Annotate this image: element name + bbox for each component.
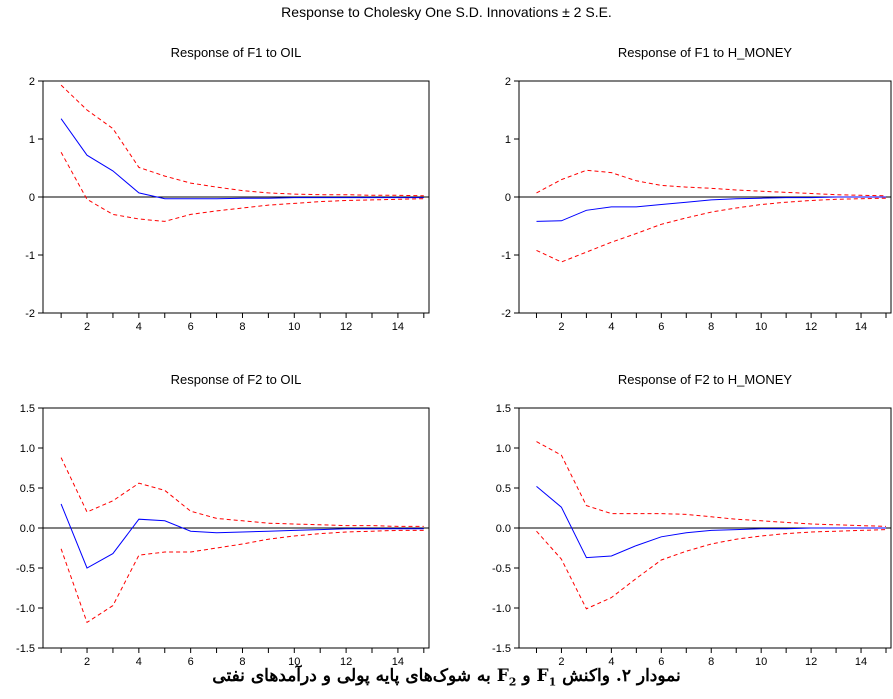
upper-band-line xyxy=(536,441,887,527)
y-tick-label: 0.5 xyxy=(496,483,511,495)
y-tick-label: 0.5 xyxy=(20,483,35,495)
y-tick-label: -1.0 xyxy=(16,603,35,615)
response-line xyxy=(60,503,424,569)
response-line xyxy=(536,486,886,559)
x-tick-label: 8 xyxy=(239,656,245,668)
lower-band-line xyxy=(536,197,887,263)
x-tick-label: 2 xyxy=(84,656,90,668)
x-tick-label: 10 xyxy=(755,321,767,333)
response-line xyxy=(60,118,424,200)
y-tick-label: -2 xyxy=(501,308,511,320)
x-tick-label: 10 xyxy=(288,656,300,668)
x-tick-label: 8 xyxy=(239,321,245,333)
lower-band-line xyxy=(536,529,887,610)
y-tick-label: 1.5 xyxy=(496,403,511,415)
x-tick-label: 14 xyxy=(855,321,867,333)
x-tick-label: 8 xyxy=(708,321,714,333)
x-tick-label: 4 xyxy=(136,656,142,668)
y-tick-label: -1.0 xyxy=(492,603,511,615)
y-tick-label: -1.5 xyxy=(16,643,35,655)
panel-3: Response of F2 to OIL 1.5 1.0 0.5 0.0 -0.5 -1.… xyxy=(16,372,430,668)
x-tick-label: 12 xyxy=(805,321,817,333)
y-tick-label: 0 xyxy=(505,192,511,204)
x-tick-label: 2 xyxy=(558,656,564,668)
y-tick-label: -1 xyxy=(25,250,35,262)
x-tick-label: 6 xyxy=(188,656,194,668)
y-tick-label: 1 xyxy=(29,134,35,146)
x-tick-label: 12 xyxy=(340,656,352,668)
y-tick-label: 1.0 xyxy=(496,443,511,455)
upper-band-line xyxy=(60,457,424,527)
caption-part-2: و F xyxy=(496,666,537,686)
caption-part-1: نمودار ۲. واکنش F xyxy=(536,666,681,686)
x-tick-label: 14 xyxy=(392,321,404,333)
x-tick-label: 14 xyxy=(855,656,867,668)
x-tick-label: 10 xyxy=(755,656,767,668)
caption-sub-2: 2 xyxy=(508,675,517,689)
x-tick-label: 12 xyxy=(805,656,817,668)
x-tick-label: 6 xyxy=(658,656,664,668)
y-tick-label: 1.5 xyxy=(20,403,35,415)
y-tick-label: 2 xyxy=(29,76,35,88)
y-tick-label: 0.0 xyxy=(20,523,35,535)
y-tick-label: 0 xyxy=(29,192,35,204)
panel-title: Response of F1 to H_MONEY xyxy=(618,45,792,60)
upper-band-line xyxy=(536,169,887,197)
x-tick-label: 4 xyxy=(608,656,614,668)
y-tick-label: 1 xyxy=(505,134,511,146)
x-tick-label: 14 xyxy=(392,656,404,668)
figure-title: Response to Cholesky One S.D. Innovation… xyxy=(281,4,612,20)
y-tick-label: -0.5 xyxy=(492,563,511,575)
caption-part-3: به شوک‌های پایه پولی و درآمدهای نفتی xyxy=(212,666,497,686)
y-tick-label: -1.5 xyxy=(492,643,511,655)
y-tick-label: 2 xyxy=(505,76,511,88)
y-tick-label: -1 xyxy=(501,250,511,262)
upper-band-line xyxy=(60,84,424,197)
y-tick-label: -2 xyxy=(25,308,35,320)
x-tick-label: 6 xyxy=(188,321,194,333)
y-tick-label: 1.0 xyxy=(20,443,35,455)
response-line xyxy=(536,196,886,222)
x-tick-label: 2 xyxy=(558,321,564,333)
figure-caption: نمودار ۲. واکنش F1 و F2 به شوک‌های پایه … xyxy=(0,666,893,688)
panel-4: Response of F2 to H_MONEY 1.5 1.0 0.5 0.0 -0.… xyxy=(492,372,892,668)
lower-band-line xyxy=(60,152,424,222)
caption-sub-1: 1 xyxy=(548,675,557,689)
x-tick-label: 6 xyxy=(658,321,664,333)
x-tick-label: 2 xyxy=(84,321,90,333)
x-tick-label: 8 xyxy=(708,656,714,668)
x-tick-label: 12 xyxy=(340,321,352,333)
x-tick-label: 4 xyxy=(136,321,142,333)
x-tick-label: 10 xyxy=(288,321,300,333)
lower-band-line xyxy=(60,529,424,624)
panel-title: Response of F2 to H_MONEY xyxy=(618,372,792,387)
panel-title: Response of F2 to OIL xyxy=(171,372,302,387)
x-tick-label: 4 xyxy=(608,321,614,333)
y-tick-label: -0.5 xyxy=(16,563,35,575)
panel-title: Response of F1 to OIL xyxy=(171,45,302,60)
y-tick-label: 0.0 xyxy=(496,523,511,535)
